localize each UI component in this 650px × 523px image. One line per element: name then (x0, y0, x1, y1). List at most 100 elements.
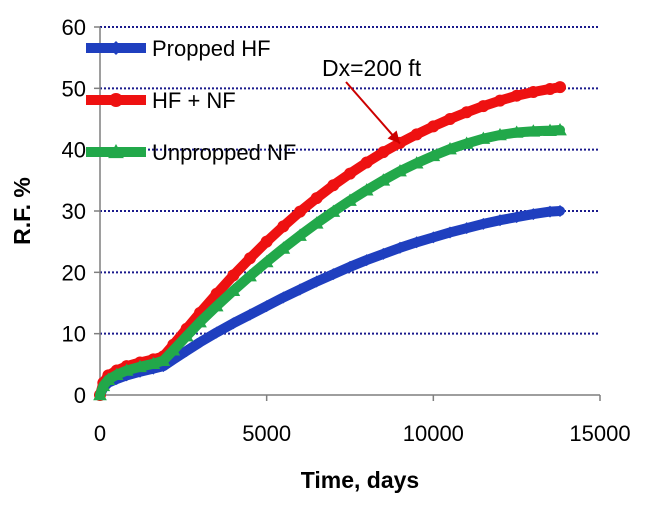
data-point (344, 167, 356, 180)
data-point (326, 204, 341, 217)
data-point (194, 336, 206, 349)
data-point (243, 268, 257, 282)
series-layer (93, 81, 567, 401)
data-point (156, 353, 171, 366)
data-point (410, 128, 423, 141)
data-point (493, 127, 507, 141)
legend-marker (109, 41, 123, 55)
data-point (146, 356, 161, 370)
annotation-arrowhead (387, 130, 400, 144)
data-point (494, 214, 506, 227)
y-tick-label: 0 (74, 383, 86, 408)
data-point (294, 205, 306, 218)
data-point (393, 164, 407, 177)
data-point (509, 125, 524, 138)
data-point (443, 142, 457, 155)
data-point (427, 231, 440, 244)
y-tick-label: 30 (62, 199, 86, 224)
legend-entry: Unpropped NF (86, 140, 296, 165)
data-point (376, 173, 391, 186)
y-tick-label: 50 (62, 76, 86, 101)
data-point (310, 275, 323, 288)
data-point (244, 308, 256, 321)
data-point (119, 363, 134, 376)
series-line (95, 206, 565, 400)
series-propped-hf (94, 205, 566, 401)
legend-entry: HF + NF (86, 88, 236, 113)
data-point (510, 211, 523, 224)
annotation: Dx=200 ft (322, 55, 422, 145)
x-tick-label: 15000 (569, 421, 630, 446)
data-point (343, 193, 357, 206)
data-point (276, 241, 291, 254)
data-point (377, 247, 390, 260)
data-point (109, 367, 124, 381)
data-point (427, 120, 440, 133)
data-point (277, 291, 290, 304)
y-axis-label: R.F. % (9, 177, 35, 245)
legend-marker (109, 93, 123, 107)
data-point (543, 123, 557, 136)
data-point (210, 326, 223, 339)
data-point (409, 156, 424, 169)
legend: Propped HF HF + NF Unpropped NF (86, 36, 296, 165)
data-point (394, 241, 406, 254)
data-point (359, 183, 374, 196)
y-tick-label: 40 (62, 138, 86, 163)
data-point (227, 269, 240, 282)
x-tick-label: 5000 (242, 421, 291, 446)
data-point (179, 329, 194, 342)
data-point (510, 89, 523, 102)
data-point (226, 283, 241, 297)
legend-marker (108, 143, 124, 159)
data-point (426, 148, 441, 162)
data-point (377, 146, 390, 159)
data-point (309, 216, 324, 229)
data-point (209, 299, 224, 312)
data-point (554, 205, 566, 217)
series-unpropped-nf (93, 123, 567, 401)
data-point (477, 100, 490, 113)
data-point (327, 179, 340, 192)
data-point (260, 235, 273, 248)
data-point (459, 136, 474, 149)
data-point (310, 192, 323, 205)
data-point (293, 228, 307, 241)
y-tick-label: 20 (62, 260, 86, 285)
data-point (180, 344, 193, 357)
data-point (526, 124, 541, 137)
legend-entry: Propped HF (86, 36, 271, 61)
y-tick-label: 10 (62, 322, 86, 347)
data-point (477, 217, 490, 230)
data-point (544, 205, 556, 218)
legend-label: HF + NF (152, 88, 236, 113)
data-point (460, 106, 473, 119)
x-axis-label: Time, days (301, 467, 419, 493)
data-point (410, 236, 423, 249)
data-point (527, 86, 540, 99)
data-point (244, 252, 256, 265)
annotation-arrow (345, 81, 401, 145)
data-point (527, 208, 540, 221)
data-point (544, 82, 556, 95)
data-point (327, 268, 340, 281)
data-point (96, 378, 111, 392)
data-point (553, 123, 567, 136)
data-point (93, 387, 107, 401)
data-point (360, 156, 373, 169)
data-point (193, 314, 207, 328)
data-point (294, 283, 306, 296)
legend-label: Unpropped NF (152, 140, 296, 165)
data-point (494, 94, 506, 107)
data-point (259, 254, 274, 268)
data-point (460, 222, 473, 235)
annotation-text: Dx=200 ft (322, 55, 422, 81)
data-point (444, 113, 456, 125)
axes: 0 10 20 30 40 50 60 0 5000 10000 15000 (62, 15, 631, 446)
data-point (360, 254, 373, 267)
x-tick-label: 0 (94, 421, 106, 446)
data-point (133, 359, 147, 373)
data-point (344, 260, 356, 273)
data-point (277, 220, 290, 233)
data-point (166, 343, 181, 356)
